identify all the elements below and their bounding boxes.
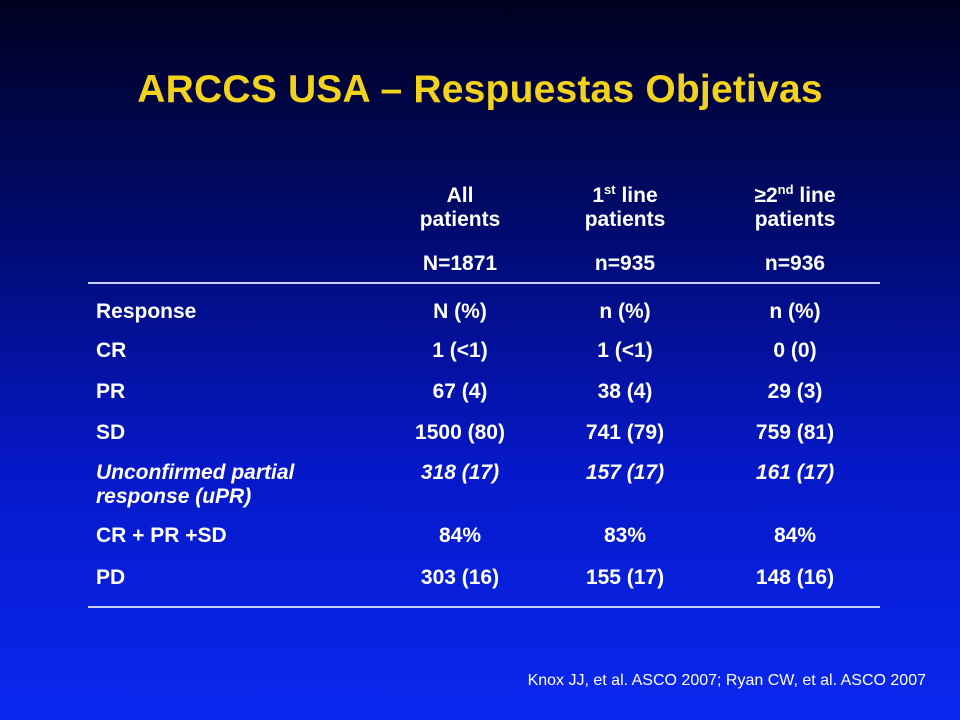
cell-second-line: n (%) xyxy=(769,300,821,323)
row-label: Response xyxy=(96,300,197,323)
header-all-patients: All patients xyxy=(380,170,540,232)
table-row-sd: SD 1500 (80) 741 (79) 759 (81) xyxy=(88,412,880,453)
row-label: CR + PR +SD xyxy=(96,523,227,547)
table-row-cr: CR 1 (<1) 1 (<1) 0 (0) xyxy=(88,330,880,371)
cell-all: 303 (16) xyxy=(420,566,500,589)
slide-title: ARCCS USA – Respuestas Objetivas xyxy=(137,68,823,111)
row-label: CR xyxy=(96,338,127,362)
table-row-upr: Unconfirmed partial response (uPR) 318 (… xyxy=(88,453,880,515)
header-second-line2: patients xyxy=(754,208,836,231)
header-second-line1-rest: line xyxy=(793,184,836,207)
sample-size-second-line: n=936 xyxy=(764,252,826,275)
row-label-line2: response (uPR) xyxy=(96,485,252,508)
cell-all: 318 (17) xyxy=(420,461,500,484)
header-first-line2: patients xyxy=(584,208,666,231)
cell-second-line: 84% xyxy=(773,523,817,547)
sample-size-all: N=1871 xyxy=(422,252,498,275)
cell-first-line: 741 (79) xyxy=(585,420,665,444)
sample-size-row: N=1871 n=935 n=936 xyxy=(88,232,880,283)
sample-size-empty-cell xyxy=(88,232,380,283)
header-second-line1-sup: nd xyxy=(777,182,794,197)
cell-second-line: 0 (0) xyxy=(773,338,817,362)
header-first-line1-main: 1 xyxy=(592,184,605,207)
cell-all: N (%) xyxy=(433,300,487,323)
cell-second-line: 29 (3) xyxy=(767,379,823,403)
table-row-response: Response N (%) n (%) n (%) xyxy=(88,283,880,330)
response-table: All patients 1st line patients ≥2nd line… xyxy=(88,170,880,608)
cell-all: 84% xyxy=(438,523,482,547)
table-row-pd: PD 303 (16) 155 (17) 148 (16) xyxy=(88,556,880,607)
cell-first-line: 83% xyxy=(603,523,647,547)
sample-size-first-line: n=935 xyxy=(594,252,656,275)
cell-first-line: 157 (17) xyxy=(585,461,665,484)
header-empty-cell xyxy=(88,170,380,232)
header-all-line1: All xyxy=(446,184,474,207)
cell-all: 1500 (80) xyxy=(415,420,505,444)
cell-all: 67 (4) xyxy=(432,379,488,403)
citation-footer: Knox JJ, et al. ASCO 2007; Ryan CW, et a… xyxy=(527,672,926,689)
cell-second-line: 759 (81) xyxy=(755,420,835,444)
cell-first-line: 1 (<1) xyxy=(597,338,653,362)
header-first-line: 1st line patients xyxy=(540,170,710,232)
header-all-line2: patients xyxy=(419,208,501,231)
row-label: Unconfirmed partial response (uPR) xyxy=(88,453,380,515)
cell-all: 1 (<1) xyxy=(432,338,488,362)
cell-first-line: 38 (4) xyxy=(597,379,653,403)
header-first-line1-rest: line xyxy=(615,184,658,207)
row-label: PR xyxy=(96,379,126,403)
row-label-line1: Unconfirmed partial xyxy=(96,461,295,484)
cell-first-line: n (%) xyxy=(599,300,651,323)
table-row-cr-pr-sd: CR + PR +SD 84% 83% 84% xyxy=(88,515,880,556)
row-label: SD xyxy=(96,420,126,444)
cell-second-line: 161 (17) xyxy=(755,461,835,484)
row-label: PD xyxy=(96,566,126,589)
header-second-line1-main: ≥2 xyxy=(754,184,778,207)
table-row-pr: PR 67 (4) 38 (4) 29 (3) xyxy=(88,371,880,412)
header-row: All patients 1st line patients ≥2nd line… xyxy=(88,170,880,232)
cell-second-line: 148 (16) xyxy=(755,566,835,589)
header-second-line: ≥2nd line patients xyxy=(710,170,880,232)
header-first-line1-sup: st xyxy=(604,182,616,197)
cell-first-line: 155 (17) xyxy=(585,566,665,589)
response-table-container: All patients 1st line patients ≥2nd line… xyxy=(88,170,880,608)
